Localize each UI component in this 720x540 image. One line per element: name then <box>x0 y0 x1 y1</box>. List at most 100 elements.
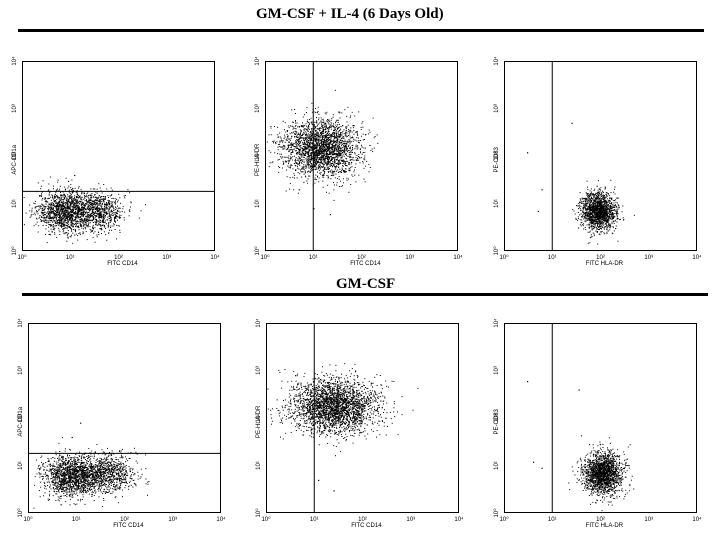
data-point <box>327 142 329 144</box>
data-point <box>306 148 308 150</box>
data-point <box>363 178 365 180</box>
data-point <box>81 191 83 193</box>
data-point <box>333 175 335 177</box>
data-point <box>101 233 102 234</box>
data-point <box>65 232 67 234</box>
data-point <box>90 208 92 210</box>
data-point <box>86 215 87 217</box>
y-tick-label: 10² <box>12 152 18 161</box>
data-point <box>67 202 69 204</box>
data-point <box>62 231 64 233</box>
data-point <box>113 206 114 208</box>
data-point <box>313 158 315 159</box>
data-point <box>302 156 304 158</box>
data-point <box>33 202 35 204</box>
data-point <box>308 150 310 152</box>
data-point <box>108 210 110 212</box>
data-point <box>307 156 309 158</box>
data-point <box>100 215 102 217</box>
data-point <box>320 132 322 134</box>
data-point <box>321 154 322 156</box>
data-point <box>339 147 341 149</box>
data-point <box>106 214 108 215</box>
data-point <box>331 158 333 159</box>
data-point <box>603 220 605 222</box>
data-point <box>326 120 328 122</box>
data-point <box>591 224 593 226</box>
data-point <box>41 196 43 197</box>
data-point <box>85 223 87 225</box>
data-point <box>308 156 310 158</box>
data-point <box>86 199 87 201</box>
data-point <box>61 199 63 200</box>
data-point <box>337 146 338 148</box>
data-point <box>303 153 304 154</box>
data-point <box>64 206 66 208</box>
data-point <box>319 143 320 145</box>
data-point <box>63 198 65 200</box>
data-point <box>66 222 68 224</box>
y-tick-label: 10¹ <box>12 199 18 208</box>
data-point <box>317 133 319 135</box>
data-point <box>55 202 57 204</box>
data-point <box>84 205 86 207</box>
data-point <box>307 130 309 132</box>
data-point <box>92 211 94 213</box>
x-tick-label: 10⁰ <box>17 254 27 261</box>
data-point <box>295 128 297 130</box>
data-point <box>298 144 299 146</box>
data-point <box>108 223 110 225</box>
data-point <box>297 140 299 142</box>
data-point <box>329 153 331 155</box>
data-point <box>608 212 610 214</box>
data-point <box>71 229 73 231</box>
data-point <box>373 137 375 139</box>
data-point <box>337 140 338 142</box>
data-point <box>292 151 294 153</box>
data-point <box>328 192 330 194</box>
data-point <box>338 154 340 156</box>
data-point <box>107 226 109 228</box>
data-point <box>101 192 103 194</box>
data-point <box>314 141 316 142</box>
data-point <box>91 219 93 221</box>
data-point <box>36 191 38 193</box>
data-point <box>349 152 351 154</box>
data-point <box>57 224 59 226</box>
data-point <box>323 141 325 143</box>
data-point <box>337 154 339 156</box>
data-point <box>316 117 317 119</box>
data-point <box>300 136 302 138</box>
data-point <box>362 126 364 128</box>
data-point <box>334 148 336 149</box>
data-point <box>334 157 336 159</box>
data-point <box>48 219 50 221</box>
data-point <box>95 203 97 205</box>
data-point <box>324 144 326 146</box>
data-point <box>81 227 83 229</box>
data-point <box>319 146 321 148</box>
data-point <box>318 166 320 167</box>
data-point <box>65 201 67 203</box>
data-point <box>328 156 330 157</box>
data-point <box>75 213 77 214</box>
data-point <box>100 225 102 227</box>
data-point <box>329 171 331 172</box>
data-point <box>87 201 89 203</box>
data-point <box>310 149 312 151</box>
data-point <box>129 211 131 212</box>
data-point <box>50 228 52 230</box>
data-point <box>52 188 54 190</box>
data-point <box>347 160 349 162</box>
data-point <box>58 201 60 203</box>
data-point <box>81 206 82 208</box>
data-point <box>312 158 314 160</box>
data-point <box>94 188 96 190</box>
data-point <box>318 138 319 140</box>
data-point <box>57 203 59 205</box>
data-point <box>304 175 306 177</box>
data-point <box>288 138 290 140</box>
data-point <box>297 158 299 160</box>
data-point <box>47 201 49 203</box>
data-point <box>109 202 111 204</box>
